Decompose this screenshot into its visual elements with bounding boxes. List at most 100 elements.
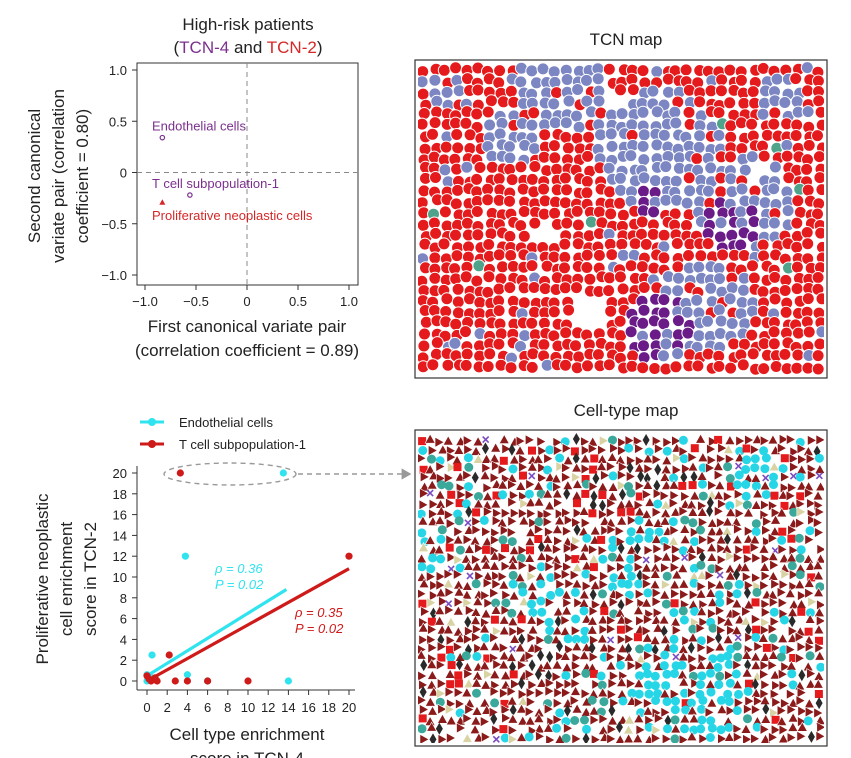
cell-dot [636, 316, 650, 330]
cell-glyph [761, 490, 771, 500]
cell-dot [517, 205, 531, 218]
cell-glyph [600, 469, 611, 481]
cell-glyph [500, 704, 511, 716]
cell-glyph [482, 482, 493, 494]
cell-glyph [474, 492, 483, 501]
cell-dot [715, 73, 729, 87]
cell-glyph [537, 541, 545, 554]
cell-glyph [723, 651, 733, 661]
cell-glyph [751, 572, 762, 584]
cell-glyph [752, 488, 764, 499]
cell-glyph [464, 519, 472, 527]
cell-glyph [510, 678, 521, 690]
cell-glyph [606, 636, 615, 644]
cell-dot [426, 358, 440, 372]
cell-glyph [681, 635, 692, 647]
cell-glyph [769, 616, 780, 628]
cell-dot [624, 149, 638, 163]
cell-glyph [499, 456, 508, 465]
cell-glyph [463, 453, 473, 463]
cell-glyph [751, 433, 763, 444]
cell-glyph [526, 632, 537, 644]
cell-glyph [483, 668, 494, 680]
cell-dot [682, 105, 696, 119]
cell-dot [757, 362, 771, 376]
cell-glyph [454, 671, 463, 680]
cell-glyph [698, 479, 707, 489]
cell-glyph [542, 542, 554, 553]
cell-glyph [589, 669, 598, 678]
cell-glyph [418, 528, 427, 538]
cell-glyph [507, 526, 517, 538]
title-open-paren: ( [174, 38, 180, 57]
cell-glyph [815, 481, 824, 492]
cell-glyph [526, 570, 537, 582]
cell-glyph [812, 678, 824, 689]
data-point [176, 469, 184, 477]
cell-dot [492, 172, 506, 186]
cell-glyph [509, 670, 518, 679]
x-tick-label: 1.0 [340, 294, 358, 309]
cell-glyph [588, 651, 599, 663]
cell-glyph [787, 482, 798, 494]
cell-dot [756, 285, 770, 299]
cell-dot [713, 230, 727, 244]
cell-glyph [589, 563, 598, 572]
cell-glyph [489, 640, 501, 651]
cell-glyph [563, 704, 571, 717]
cell-glyph [418, 599, 427, 608]
cell-glyph [626, 660, 637, 672]
cell-glyph [480, 559, 492, 570]
cell-glyph [507, 515, 518, 527]
cell-glyph [419, 703, 430, 716]
cell-glyph [650, 614, 662, 625]
cell-dot [737, 96, 751, 110]
cell-glyph [633, 462, 645, 473]
cell-glyph [571, 478, 583, 489]
cell-dot [791, 194, 805, 208]
cell-glyph [544, 471, 556, 482]
cell-glyph [744, 695, 755, 707]
cell-dot [671, 347, 685, 361]
cell-glyph [464, 462, 474, 472]
cell-glyph [706, 454, 717, 466]
cell-glyph [606, 563, 617, 575]
cell-glyph [787, 561, 797, 571]
cell-glyph [698, 534, 709, 546]
cell-glyph [581, 569, 591, 579]
cell-glyph [528, 562, 538, 574]
cell-glyph [615, 589, 626, 601]
cell-glyph [734, 488, 744, 500]
cell-glyph [552, 436, 563, 448]
cell-glyph [780, 501, 789, 510]
cell-glyph [608, 582, 617, 592]
cell-glyph [580, 517, 591, 529]
cell-glyph [777, 733, 789, 743]
cell-glyph [589, 714, 600, 726]
cell-glyph [497, 551, 508, 563]
cell-glyph [634, 579, 644, 589]
cell-glyph [447, 661, 456, 670]
cell-glyph [744, 659, 752, 672]
cell-glyph [812, 490, 824, 501]
cell-glyph [545, 596, 555, 608]
cell-glyph [742, 500, 752, 510]
cell-glyph [626, 544, 638, 555]
cell-glyph [434, 604, 446, 615]
cell-dot [562, 94, 576, 108]
x-tick-label: 14 [281, 700, 295, 715]
cell-glyph [536, 436, 547, 448]
cell-glyph [615, 721, 623, 734]
cell-dot [811, 349, 824, 363]
cell-glyph [732, 641, 742, 651]
cell-glyph [807, 573, 816, 582]
cell-glyph [454, 679, 463, 688]
cell-glyph [507, 496, 518, 508]
cell-glyph [731, 598, 743, 609]
cell-dot [662, 85, 675, 99]
cell-glyph [462, 534, 473, 546]
cell-dot [661, 72, 675, 86]
cell-dot [580, 186, 594, 200]
cell-glyph [760, 679, 771, 691]
cell-dot [636, 139, 650, 153]
